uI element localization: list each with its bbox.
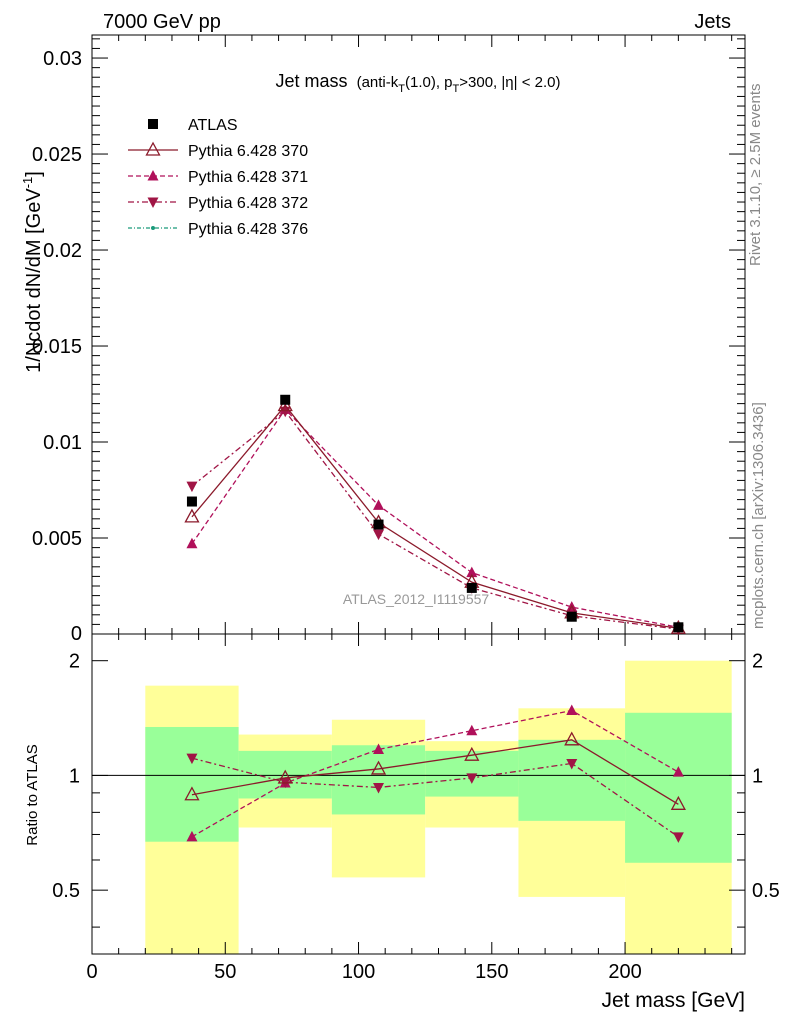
ratio-line-p371 xyxy=(191,709,679,838)
data-point-p371 xyxy=(186,537,198,549)
y-ratio-tick-label-left: 2 xyxy=(69,651,80,673)
y-main-tick-label: 0.015 xyxy=(32,336,82,358)
ratio-series xyxy=(184,704,686,843)
ratio-point-p371 xyxy=(373,743,385,754)
y-axis-label-exponent: -1 xyxy=(20,177,35,189)
ratio-point-p372 xyxy=(373,782,385,794)
legend-label-p372: Pythia 6.428 372 xyxy=(188,195,308,212)
title-main: Jet mass xyxy=(276,71,348,91)
ratio-point-p370 xyxy=(184,786,200,801)
axis-tick-labels: 0 0.005 0.01 0.015 0.02 0.025 0.03 0.5 0.5 1 1 2 2 0 5… xyxy=(32,48,780,983)
legend-label-p376: Pythia 6.428 376 xyxy=(188,221,308,238)
y-ratio-tick-label-left: 0.5 xyxy=(52,880,80,902)
y-ratio-tick-label-right: 2 xyxy=(752,651,763,673)
series-line-p370 xyxy=(191,404,679,629)
ratio-point-p370 xyxy=(670,795,686,810)
x-tick-label: 200 xyxy=(608,961,641,983)
y-main-tick-label: 0.005 xyxy=(32,528,82,550)
energy-label: 7000 GeV pp xyxy=(103,11,221,33)
ratio-plot-frame xyxy=(91,633,746,955)
y-main-tick-label: 0.025 xyxy=(32,144,82,166)
legend-marker-p370 xyxy=(145,141,161,156)
x-tick-label: 100 xyxy=(342,961,375,983)
band-inner-bin xyxy=(331,745,426,815)
ratio-point-p370 xyxy=(277,769,293,784)
rivet-label: Rivet 3.1.10, ≥ 2.5M events xyxy=(747,84,764,267)
ratio-point-p371 xyxy=(566,704,578,716)
x-tick-label: 150 xyxy=(475,961,508,983)
legend: ATLAS Pythia 6.428 370 Pythia 6.428 371 Pyt… xyxy=(128,117,308,238)
y-ratio-tick-label-right: 0.5 xyxy=(752,880,780,902)
y-main-tick-label: 0.03 xyxy=(43,48,82,70)
legend-marker-p371 xyxy=(147,170,159,181)
ratio-uncertainty-bands xyxy=(145,660,732,954)
data-point-atlas xyxy=(186,496,197,507)
ratio-line-p372 xyxy=(191,757,679,838)
legend-marker-p372 xyxy=(147,197,159,208)
title-sub-a: (anti-k xyxy=(357,74,399,91)
title-sub-c: >300, |η| < 2.0) xyxy=(459,74,560,91)
title-sub-b: (1.0), p xyxy=(405,74,453,91)
y-axis-label-ratio: Ratio to ATLAS xyxy=(24,744,41,845)
y-axis-label-close: ] xyxy=(23,171,45,177)
y-ratio-tick-label-left: 1 xyxy=(69,765,80,787)
data-point-atlas xyxy=(280,394,291,405)
data-point-p372 xyxy=(186,481,198,493)
x-tick-label: 0 xyxy=(86,961,97,983)
main-series xyxy=(184,394,686,636)
legend-label-p370: Pythia 6.428 370 xyxy=(188,143,308,160)
data-point-p372 xyxy=(373,529,385,541)
ratio-point-p371 xyxy=(466,724,478,736)
ratio-point-p370 xyxy=(564,731,580,746)
data-point-p370 xyxy=(184,508,200,523)
ratio-point-p372 xyxy=(566,758,578,770)
series-line-p371 xyxy=(191,408,679,628)
y-main-tick-label: 0 xyxy=(71,623,82,645)
ratio-point-p372 xyxy=(186,753,198,765)
ratio-point-p371 xyxy=(672,766,684,777)
legend-marker-p376 xyxy=(151,226,155,230)
x-tick-label: 50 xyxy=(214,961,236,983)
legend-label-p371: Pythia 6.428 371 xyxy=(188,169,308,186)
data-point-atlas xyxy=(373,519,384,530)
data-point-atlas xyxy=(566,611,577,622)
title-sub-k-index: T xyxy=(398,83,405,95)
analysis-id-watermark: ATLAS_2012_I1119557 xyxy=(343,591,490,607)
chart-title: Jet mass (anti-kT(1.0), pT>300, |η| < 2.… xyxy=(276,71,561,95)
ratio-point-p371 xyxy=(186,830,198,842)
axis-ticks xyxy=(91,35,745,954)
category-label: Jets xyxy=(694,11,731,33)
data-point-atlas xyxy=(673,622,684,633)
band-inner-bin xyxy=(518,739,626,821)
title-sub-p-index: T xyxy=(453,83,460,95)
y-axis-label-main: 1/Ncdot dN/dM [GeV-1] xyxy=(20,171,45,373)
x-axis-label: Jet mass [GeV] xyxy=(601,989,745,1012)
y-ratio-tick-label-right: 1 xyxy=(752,765,763,787)
ratio-point-p372 xyxy=(466,773,478,784)
ratio-point-p372 xyxy=(672,832,684,843)
band-inner-bin xyxy=(145,726,239,842)
legend-marker-atlas xyxy=(148,119,158,129)
legend-label-atlas: ATLAS xyxy=(188,117,238,134)
data-point-p371 xyxy=(466,566,478,578)
source-label: mcplots.cern.ch [arXiv:1306.3436] xyxy=(750,402,767,629)
y-main-tick-label: 0.02 xyxy=(43,240,82,262)
ratio-point-p370 xyxy=(464,746,480,761)
y-main-tick-label: 0.01 xyxy=(43,432,82,454)
data-point-p371 xyxy=(373,499,385,510)
data-point-atlas xyxy=(466,582,477,593)
ratio-point-p370 xyxy=(370,760,387,775)
ratio-line-p370 xyxy=(191,739,679,805)
